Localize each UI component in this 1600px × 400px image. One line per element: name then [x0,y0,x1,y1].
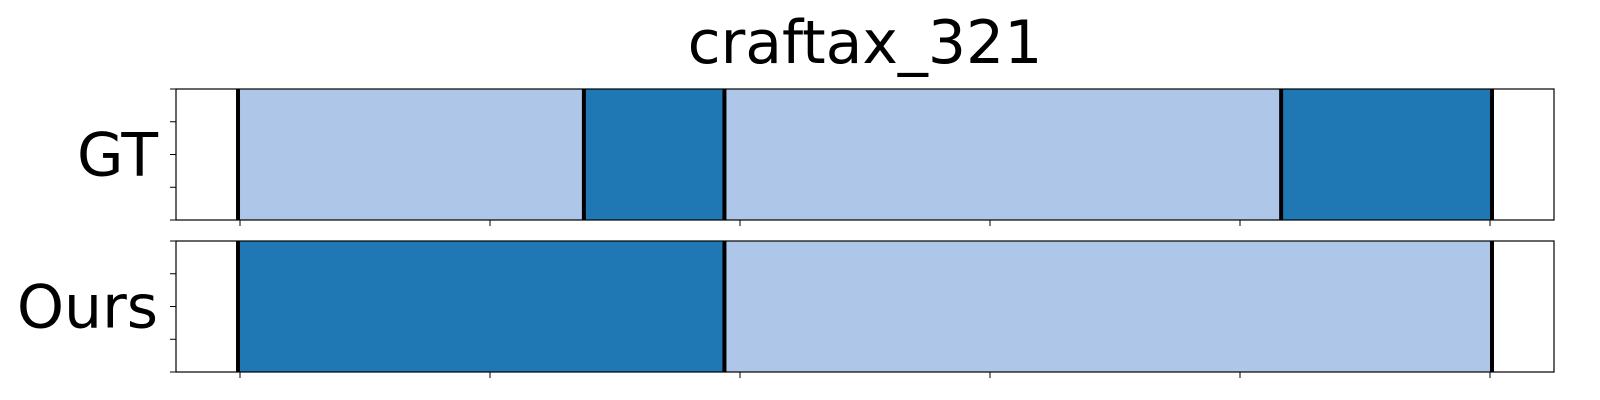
row-ours: Ours [17,240,1555,378]
segment-gt-1 [583,89,725,220]
row-label-gt: GT [77,121,158,191]
segment-ours-1 [724,241,1492,372]
row-gt: GT [77,88,1555,226]
chart-title: craftax_321 [688,8,1043,78]
segment-gt-0 [238,89,584,220]
segment-gt-2 [724,89,1282,220]
row-label-ours: Ours [17,273,158,343]
segment-ours-0 [238,241,725,372]
segment-gt-3 [1281,89,1492,220]
